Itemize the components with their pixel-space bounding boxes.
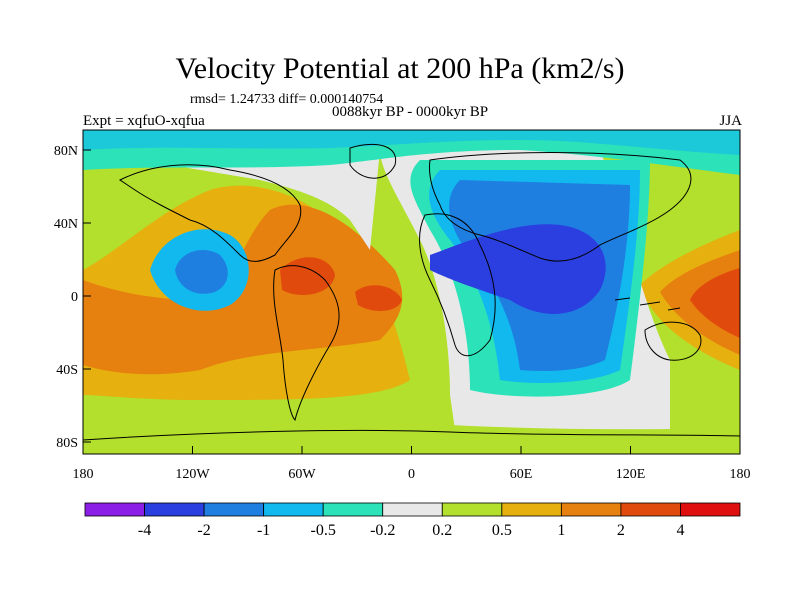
season-label: JJA xyxy=(719,113,742,129)
plot-subtitle: 0088kyr BP - 0000kyr BP xyxy=(331,104,489,120)
plot-title: Velocity Potential at 200 hPa (km2/s) xyxy=(175,52,625,85)
colorbar-swatch xyxy=(382,502,443,517)
lon-tick-label: 180 xyxy=(730,467,751,482)
colorbar-swatch xyxy=(84,502,145,517)
lon-tick-label: 120W xyxy=(175,467,210,482)
colorbar-swatch xyxy=(263,502,324,517)
colorbar-swatch xyxy=(501,502,562,517)
lon-tick-label: 60E xyxy=(510,467,533,482)
lat-tick-label: 40S xyxy=(56,363,78,378)
colorbar-label: 0.5 xyxy=(492,522,512,539)
colorbar-swatch xyxy=(560,502,622,517)
colorbar-label: 1 xyxy=(557,522,565,539)
colorbar-label: -2 xyxy=(197,522,210,539)
colorbar-swatch xyxy=(322,502,384,517)
colorbar-label: 4 xyxy=(676,522,684,539)
lat-tick-labels: 80N 40N 0 40S 80S xyxy=(54,144,78,451)
colorbar-labels: -4 -2 -1 -0.5 -0.2 0.2 0.5 1 2 4 xyxy=(138,522,685,539)
axis-ticks xyxy=(82,149,741,454)
colorbar-label: -4 xyxy=(138,522,151,539)
lat-tick-label: 80N xyxy=(54,144,78,159)
colorbar-label: -0.2 xyxy=(370,522,395,539)
lon-tick-label: 0 xyxy=(408,467,415,482)
lat-tick-label: 0 xyxy=(71,290,78,305)
colorbar-label: 2 xyxy=(617,522,625,539)
contour-field xyxy=(83,130,740,454)
coastlines xyxy=(83,143,740,441)
colorbar xyxy=(84,502,741,517)
colorbar-label: -0.5 xyxy=(311,522,336,539)
colorbar-swatch xyxy=(144,502,205,517)
colorbar-label: 0.2 xyxy=(432,522,452,539)
experiment-label: Expt = xqfuO-xqfua xyxy=(83,113,205,129)
lon-tick-labels: 180 120W 60W 0 60E 120E 180 xyxy=(73,467,751,482)
lon-tick-label: 120E xyxy=(616,467,646,482)
colorbar-swatch xyxy=(680,502,741,517)
lon-tick-label: 180 xyxy=(73,467,94,482)
lat-tick-label: 40N xyxy=(54,217,78,232)
lon-tick-label: 60W xyxy=(288,467,316,482)
colorbar-swatch xyxy=(203,502,265,517)
colorbar-swatch xyxy=(620,502,681,517)
lat-tick-label: 80S xyxy=(56,436,78,451)
colorbar-label: -1 xyxy=(257,522,270,539)
stats-text: rmsd= 1.24733 diff= 0.000140754 xyxy=(190,92,384,107)
colorbar-swatch xyxy=(441,502,503,517)
